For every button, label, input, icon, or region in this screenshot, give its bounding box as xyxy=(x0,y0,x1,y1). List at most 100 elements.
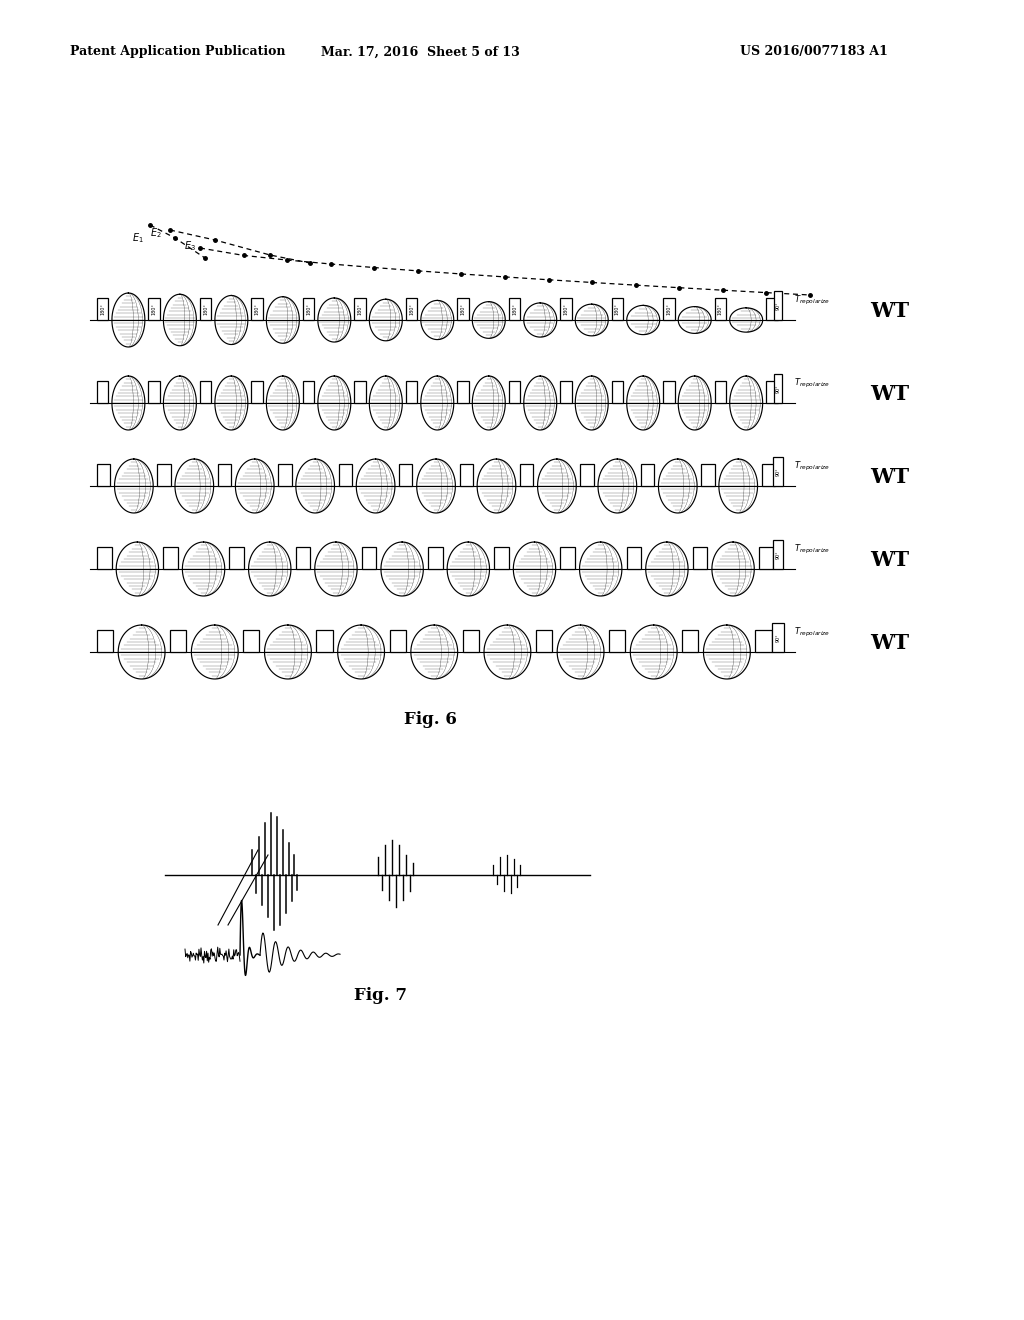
Bar xyxy=(560,298,571,319)
Bar xyxy=(148,298,160,319)
Bar xyxy=(609,630,626,652)
Bar xyxy=(97,546,112,569)
Bar xyxy=(252,381,263,403)
Bar xyxy=(773,540,783,569)
Text: WT: WT xyxy=(870,550,909,570)
Bar xyxy=(354,381,366,403)
Bar xyxy=(536,630,552,652)
Bar xyxy=(163,546,178,569)
Text: Mar. 17, 2016  Sheet 5 of 13: Mar. 17, 2016 Sheet 5 of 13 xyxy=(321,45,519,58)
Text: $T_{repolarize}$: $T_{repolarize}$ xyxy=(794,293,830,306)
Bar xyxy=(774,375,782,403)
Bar xyxy=(756,630,771,652)
Text: $T_{repolarize}$: $T_{repolarize}$ xyxy=(794,376,830,389)
Bar xyxy=(339,465,352,486)
Text: WT: WT xyxy=(870,467,909,487)
Text: 90°: 90° xyxy=(775,634,780,642)
Bar xyxy=(759,546,773,569)
Text: $E_1$: $E_1$ xyxy=(132,231,144,246)
Bar xyxy=(762,465,775,486)
Bar xyxy=(316,630,333,652)
Text: 180°: 180° xyxy=(203,304,208,315)
Bar xyxy=(354,298,366,319)
Bar xyxy=(664,298,675,319)
Bar xyxy=(772,623,783,652)
Bar xyxy=(611,381,624,403)
Text: 180°: 180° xyxy=(409,304,414,315)
Bar xyxy=(520,465,534,486)
Text: Fig. 6: Fig. 6 xyxy=(403,711,457,729)
Text: 180°: 180° xyxy=(512,304,517,315)
Bar xyxy=(627,546,641,569)
Bar xyxy=(170,630,186,652)
Text: $T_{repolarize}$: $T_{repolarize}$ xyxy=(794,626,830,639)
Bar xyxy=(495,546,509,569)
Bar xyxy=(158,465,171,486)
Text: 180°: 180° xyxy=(718,304,723,315)
Bar xyxy=(766,298,777,319)
Text: $T_{repolarize}$: $T_{repolarize}$ xyxy=(794,543,830,556)
Text: 90°: 90° xyxy=(775,301,780,310)
Bar xyxy=(509,298,520,319)
Bar xyxy=(399,465,413,486)
Bar xyxy=(200,298,211,319)
Text: WT: WT xyxy=(870,384,909,404)
Text: 180°: 180° xyxy=(100,304,105,315)
Bar xyxy=(361,546,377,569)
Bar xyxy=(218,465,231,486)
Bar xyxy=(458,381,469,403)
Bar xyxy=(463,630,479,652)
Bar xyxy=(715,298,726,319)
Bar xyxy=(97,465,111,486)
Text: 180°: 180° xyxy=(152,304,157,315)
Text: 180°: 180° xyxy=(306,304,311,315)
Bar xyxy=(200,381,211,403)
Bar xyxy=(560,546,574,569)
Bar xyxy=(389,630,406,652)
Bar xyxy=(279,465,292,486)
Text: 180°: 180° xyxy=(357,304,362,315)
Bar xyxy=(97,298,109,319)
Bar xyxy=(229,546,244,569)
Text: 180°: 180° xyxy=(461,304,466,315)
Text: Patent Application Publication: Patent Application Publication xyxy=(70,45,286,58)
Bar xyxy=(296,546,310,569)
Text: $E_3$: $E_3$ xyxy=(184,239,196,253)
Bar xyxy=(303,298,314,319)
Text: 90°: 90° xyxy=(775,550,780,558)
Text: 180°: 180° xyxy=(563,304,568,315)
Bar xyxy=(715,381,726,403)
Text: 180°: 180° xyxy=(667,304,672,315)
Bar xyxy=(252,298,263,319)
Bar xyxy=(148,381,160,403)
Text: 90°: 90° xyxy=(775,384,780,393)
Text: $T_{repolarize}$: $T_{repolarize}$ xyxy=(794,459,830,473)
Bar xyxy=(560,381,571,403)
Bar xyxy=(773,458,782,486)
Text: 180°: 180° xyxy=(615,304,620,315)
Bar xyxy=(428,546,442,569)
Bar xyxy=(641,465,654,486)
Bar xyxy=(692,546,708,569)
Bar xyxy=(97,381,109,403)
Text: 180°: 180° xyxy=(255,304,260,315)
Text: $E_2$: $E_2$ xyxy=(151,226,162,240)
Bar xyxy=(406,381,417,403)
Bar xyxy=(97,630,113,652)
Bar xyxy=(244,630,259,652)
Text: US 2016/0077183 A1: US 2016/0077183 A1 xyxy=(740,45,888,58)
Bar xyxy=(766,381,777,403)
Text: WT: WT xyxy=(870,634,909,653)
Bar xyxy=(460,465,473,486)
Bar xyxy=(611,298,624,319)
Bar xyxy=(458,298,469,319)
Bar xyxy=(406,298,417,319)
Bar xyxy=(303,381,314,403)
Bar xyxy=(701,465,715,486)
Bar xyxy=(664,381,675,403)
Text: WT: WT xyxy=(870,301,909,321)
Bar xyxy=(774,292,782,319)
Text: 90°: 90° xyxy=(775,467,780,477)
Bar xyxy=(682,630,698,652)
Text: Fig. 7: Fig. 7 xyxy=(353,986,407,1003)
